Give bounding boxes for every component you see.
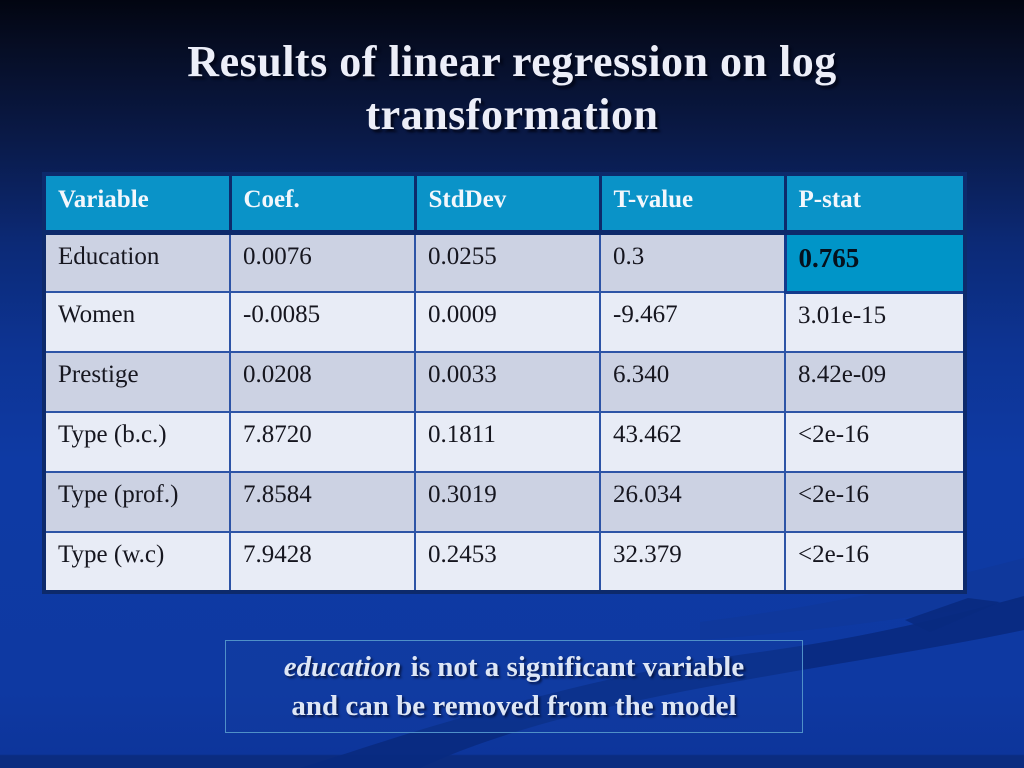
- table-cell: 0.3019: [414, 471, 601, 533]
- table-cell: Prestige: [43, 351, 231, 413]
- callout-line-1: education is not a significant variable: [226, 648, 802, 686]
- table-row-type-prof: Type (prof.) 7.8584 0.3019 26.034 <2e-16: [43, 471, 966, 533]
- table-row-type-bc: Type (b.c.) 7.8720 0.1811 43.462 <2e-16: [43, 411, 966, 473]
- swoosh-peak: [905, 598, 1000, 632]
- table-cell: <2e-16: [784, 471, 966, 533]
- regression-results-table: Variable Coef. StdDev T-value P-stat Edu…: [42, 172, 967, 594]
- table-cell: 7.9428: [229, 531, 416, 593]
- table-cell: Education: [43, 231, 231, 293]
- table-cell: Type (b.c.): [43, 411, 231, 473]
- callout-emphasis-education: education: [283, 651, 402, 684]
- table-cell: -0.0085: [229, 291, 416, 353]
- table-cell: 0.0208: [229, 351, 416, 413]
- table-row-prestige: Prestige 0.0208 0.0033 6.340 8.42e-09: [43, 351, 966, 413]
- table-row-education: Education 0.0076 0.0255 0.3 0.765: [43, 230, 967, 294]
- table-cell: 0.2453: [414, 531, 601, 593]
- table-header-row: Variable Coef. StdDev T-value P-stat: [42, 172, 967, 235]
- table-cell: 26.034: [599, 471, 786, 533]
- table-cell: Type (prof.): [43, 471, 231, 533]
- table-cell: 0.0009: [414, 291, 601, 353]
- table-cell: 3.01e-15: [784, 291, 966, 353]
- header-coef: Coef.: [228, 172, 417, 235]
- table-cell: <2e-16: [784, 411, 966, 473]
- table-cell: 0.3: [599, 231, 786, 293]
- conclusion-callout-box: education is not a significant variable …: [225, 640, 803, 733]
- table-cell: 8.42e-09: [784, 351, 966, 413]
- table-cell: 32.379: [599, 531, 786, 593]
- table-cell: 0.0076: [229, 231, 416, 293]
- table-cell: 0.0033: [414, 351, 601, 413]
- table-cell: 7.8584: [229, 471, 416, 533]
- slide-title: Results of linear regression on log tran…: [187, 37, 837, 139]
- table-row-women: Women -0.0085 0.0009 -9.467 3.01e-15: [43, 291, 966, 353]
- header-variable: Variable: [42, 172, 232, 235]
- header-pstat: P-stat: [783, 172, 967, 235]
- table-row-type-wc: Type (w.c) 7.9428 0.2453 32.379 <2e-16: [43, 531, 966, 593]
- callout-line1-text: is not a significant variable: [403, 651, 745, 684]
- header-tvalue: T-value: [598, 172, 787, 235]
- highlighted-pstat-cell: 0.765: [783, 230, 967, 294]
- table-cell: 7.8720: [229, 411, 416, 473]
- header-stddev: StdDev: [413, 172, 602, 235]
- table-cell: 0.0255: [414, 231, 601, 293]
- table-cell: <2e-16: [784, 531, 966, 593]
- table-cell: -9.467: [599, 291, 786, 353]
- callout-line-2: and can be removed from the model: [291, 689, 737, 722]
- table-cell: 6.340: [599, 351, 786, 413]
- table-cell: 0.1811: [414, 411, 601, 473]
- table-cell: 43.462: [599, 411, 786, 473]
- table-cell: Type (w.c): [43, 531, 231, 593]
- table-cell: Women: [43, 291, 231, 353]
